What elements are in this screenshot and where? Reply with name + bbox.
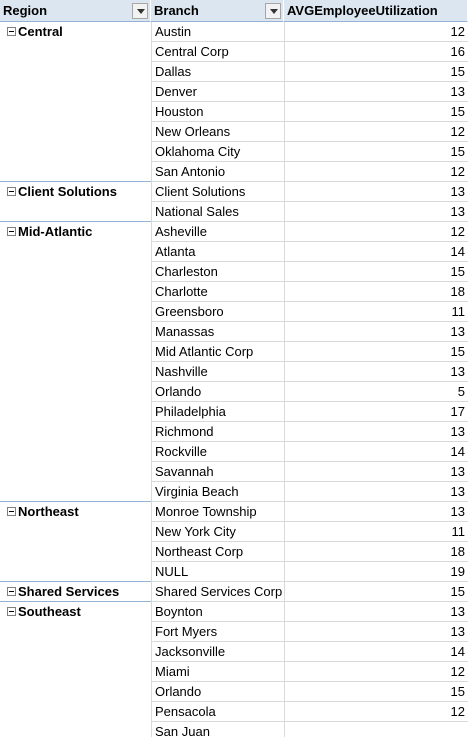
value-cell: 13 (284, 482, 468, 502)
value-cell: 15 (284, 262, 468, 282)
branch-cell: Monroe Township (151, 502, 284, 522)
branch-cell: Central Corp (151, 42, 284, 62)
group-separator (0, 581, 151, 582)
branch-cell: Charleston (151, 262, 284, 282)
branch-cell: Denver (151, 82, 284, 102)
value-cell: 14 (284, 642, 468, 662)
filter-dropdown[interactable] (132, 3, 148, 19)
branch-cell: Asheville (151, 222, 284, 242)
branch-cell: Jacksonville (151, 642, 284, 662)
value-cell: 13 (284, 182, 468, 202)
region-label: Northeast (18, 504, 79, 519)
branch-cell: Oklahoma City (151, 142, 284, 162)
branch-cell: Boynton (151, 602, 284, 622)
branch-cell: San Antonio (151, 162, 284, 182)
value-cell: 15 (284, 102, 468, 122)
branch-cell: Pensacola (151, 702, 284, 722)
group-separator (0, 501, 151, 502)
collapse-button[interactable] (7, 507, 16, 516)
value-cell: 13 (284, 462, 468, 482)
value-cell: 12 (284, 162, 468, 182)
value-cell: 15 (284, 682, 468, 702)
value-cell: 13 (284, 622, 468, 642)
branch-cell: Northeast Corp (151, 542, 284, 562)
value-cell: 12 (284, 122, 468, 142)
value-cell: 15 (284, 142, 468, 162)
value-cell (284, 722, 468, 737)
region-label: Mid-Atlantic (18, 224, 93, 239)
branch-cell: Orlando (151, 682, 284, 702)
value-cell: 18 (284, 542, 468, 562)
branch-cell: Philadelphia (151, 402, 284, 422)
branch-cell: Charlotte (151, 282, 284, 302)
value-cell: 15 (284, 582, 468, 602)
branch-cell: Miami (151, 662, 284, 682)
branch-cell: Shared Services Corp (151, 582, 284, 602)
value-cell: 13 (284, 362, 468, 382)
collapse-button[interactable] (7, 187, 16, 196)
branch-cell: Greensboro (151, 302, 284, 322)
value-cell: 18 (284, 282, 468, 302)
value-cell: 14 (284, 242, 468, 262)
value-cell: 13 (284, 82, 468, 102)
group-separator (0, 181, 151, 182)
value-cell: 11 (284, 522, 468, 542)
region-label: Southeast (18, 604, 81, 619)
branch-cell: Fort Myers (151, 622, 284, 642)
value-cell: 15 (284, 342, 468, 362)
group-separator (0, 601, 151, 602)
region-label: Central (18, 24, 63, 39)
branch-cell: Virginia Beach (151, 482, 284, 502)
collapse-button[interactable] (7, 587, 16, 596)
filter-dropdown[interactable] (265, 3, 281, 19)
branch-cell: Client Solutions (151, 182, 284, 202)
branch-cell: Manassas (151, 322, 284, 342)
branch-cell: New Orleans (151, 122, 284, 142)
branch-cell: Orlando (151, 382, 284, 402)
value-cell: 13 (284, 202, 468, 222)
branch-cell: Nashville (151, 362, 284, 382)
value-cell: 13 (284, 602, 468, 622)
branch-cell: National Sales (151, 202, 284, 222)
collapse-button[interactable] (7, 227, 16, 236)
value-cell: 12 (284, 662, 468, 682)
branch-cell: New York City (151, 522, 284, 542)
value-cell: 14 (284, 442, 468, 462)
value-cell: 12 (284, 222, 468, 242)
branch-cell: Dallas (151, 62, 284, 82)
branch-cell: Richmond (151, 422, 284, 442)
value-cell: 5 (284, 382, 468, 402)
branch-cell: Mid Atlantic Corp (151, 342, 284, 362)
value-cell: 17 (284, 402, 468, 422)
value-cell: 13 (284, 422, 468, 442)
value-cell: 12 (284, 22, 468, 42)
column-header: Region (0, 0, 151, 22)
region-label: Shared Services (18, 584, 120, 599)
value-cell: 16 (284, 42, 468, 62)
branch-cell: Austin (151, 22, 284, 42)
value-cell: 15 (284, 62, 468, 82)
branch-cell: San Juan (151, 722, 284, 737)
value-cell: 13 (284, 322, 468, 342)
branch-cell: Savannah (151, 462, 284, 482)
value-cell: 11 (284, 302, 468, 322)
collapse-button[interactable] (7, 607, 16, 616)
column-header: AVGEmployeeUtilization (284, 0, 468, 22)
value-cell: 12 (284, 702, 468, 722)
branch-cell: Atlanta (151, 242, 284, 262)
region-label: Client Solutions (18, 184, 117, 199)
collapse-button[interactable] (7, 27, 16, 36)
value-cell: 19 (284, 562, 468, 582)
group-separator (0, 221, 151, 222)
branch-cell: NULL (151, 562, 284, 582)
branch-cell: Rockville (151, 442, 284, 462)
column-header: Branch (151, 0, 284, 22)
value-cell: 13 (284, 502, 468, 522)
branch-cell: Houston (151, 102, 284, 122)
